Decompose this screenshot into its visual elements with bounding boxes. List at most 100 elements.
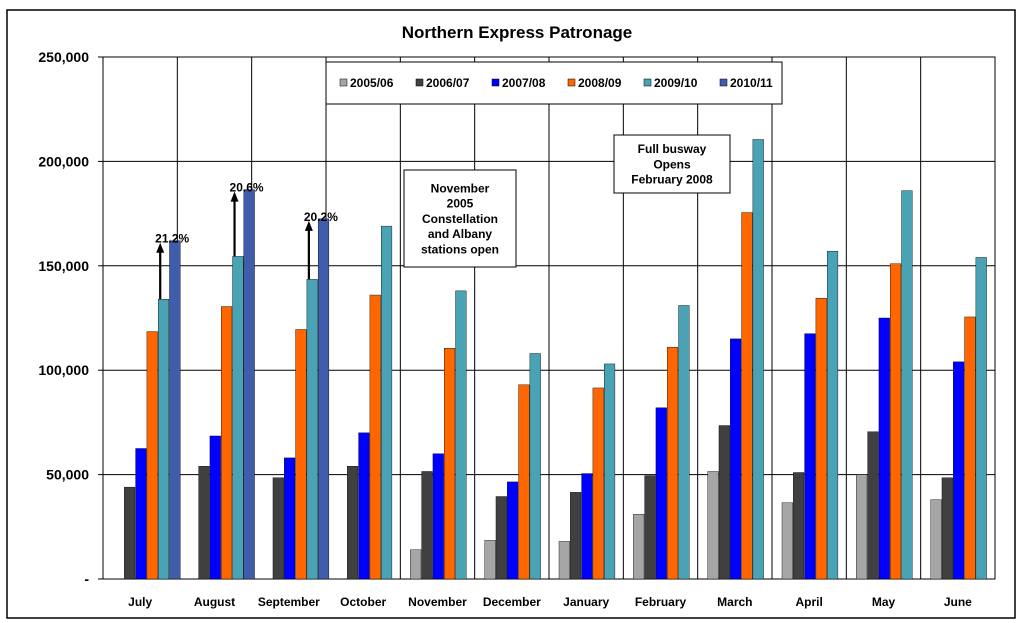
x-tick-label: March: [717, 595, 752, 609]
bar: [815, 297, 827, 580]
bar: [793, 472, 805, 580]
bar: [644, 475, 656, 580]
bar: [369, 294, 381, 580]
bar: [529, 353, 541, 580]
growth-arrow-head: [304, 220, 313, 231]
bar: [124, 486, 136, 580]
x-tick-label: October: [340, 595, 386, 609]
growth-arrow-head: [230, 191, 239, 202]
legend-swatch: [719, 78, 728, 87]
bar: [198, 466, 210, 580]
plot-area: - 50,000 100,000 150,000 200,000 250,000 July A…: [38, 49, 996, 609]
growth-label: 20.6%: [230, 181, 264, 195]
bar: [975, 257, 987, 580]
annotation-text: 2005: [447, 197, 474, 211]
y-tick-label: 100,000: [38, 362, 89, 378]
annotation-text: stations open: [421, 242, 499, 256]
chart-title: Northern Express Patronage: [402, 23, 633, 42]
bar: [410, 549, 422, 580]
bar: [135, 448, 147, 580]
bar: [581, 473, 593, 580]
legend-label: 2005/06: [350, 76, 394, 90]
bar: [381, 225, 393, 580]
x-tick-label: August: [194, 595, 235, 609]
bar: [730, 338, 742, 580]
bar: [484, 540, 496, 580]
bar: [878, 317, 890, 580]
legend-label: 2010/11: [730, 76, 773, 90]
legend-swatch: [567, 78, 576, 87]
bar: [741, 212, 753, 580]
bar: [243, 189, 255, 580]
bar: [272, 477, 284, 580]
annotation-text: November: [431, 182, 490, 196]
annotation-text: Constellation: [422, 212, 498, 226]
y-tick-label: -: [84, 571, 89, 587]
bar: [941, 477, 953, 580]
growth-label: 20.2%: [304, 210, 338, 224]
bar: [901, 190, 913, 580]
y-tick-label: 150,000: [38, 258, 89, 274]
bar: [421, 471, 433, 580]
bar: [284, 457, 296, 580]
growth-arrow-head: [156, 242, 165, 253]
y-tick-label: 50,000: [46, 467, 89, 483]
bar: [827, 250, 839, 580]
bar: [667, 347, 679, 580]
bar: [209, 435, 221, 580]
bar: [444, 348, 456, 580]
legend-box: [325, 61, 783, 105]
annotation-text: February 2008: [631, 173, 713, 187]
legend-label: 2006/07: [426, 76, 470, 90]
annotation-text: Full busway: [638, 142, 707, 156]
x-tick-label: November: [408, 595, 467, 609]
bar: [718, 425, 730, 580]
growth-label: 21.2%: [155, 232, 189, 246]
bar: [781, 502, 793, 580]
bar: [146, 331, 158, 580]
bar: [317, 218, 330, 580]
bar: [157, 299, 170, 580]
bar: [358, 432, 370, 580]
y-tick-label: 250,000: [38, 49, 89, 65]
bar: [232, 256, 244, 580]
x-tick-label: February: [635, 595, 687, 609]
bar: [306, 279, 318, 580]
x-tick-label: September: [258, 595, 320, 609]
bar: [570, 492, 582, 580]
legend-label: 2007/08: [502, 76, 546, 90]
bar: [890, 263, 902, 580]
bar: [604, 363, 616, 580]
bar: [707, 471, 719, 580]
x-tick-label: January: [563, 595, 609, 609]
bar: [655, 407, 667, 580]
annotation-text: and Albany: [428, 227, 493, 241]
x-tick-label: April: [795, 595, 822, 609]
bar: [495, 496, 507, 580]
x-tick-label: July: [128, 595, 152, 609]
legend-swatch: [643, 78, 652, 87]
legend-label: 2009/10: [654, 76, 698, 90]
bar: [432, 453, 444, 580]
bar: [592, 387, 604, 580]
x-tick-label: June: [944, 595, 972, 609]
bar: [221, 306, 233, 580]
legend-label: 2008/09: [578, 76, 622, 90]
bar: [169, 240, 181, 580]
bar: [856, 474, 868, 580]
bar: [518, 384, 530, 580]
bar: [964, 316, 976, 580]
x-tick-label: May: [872, 595, 896, 609]
bar: [678, 305, 690, 580]
y-tick-label: 200,000: [38, 153, 89, 169]
legend-swatch: [339, 78, 348, 87]
annotation-box: [613, 134, 731, 194]
bar: [295, 329, 307, 580]
x-tick-label: December: [483, 595, 541, 609]
bar: [953, 361, 965, 580]
bar: [455, 290, 467, 580]
bar: [804, 333, 816, 580]
bar: [752, 139, 764, 580]
annotation-box: [403, 169, 517, 268]
